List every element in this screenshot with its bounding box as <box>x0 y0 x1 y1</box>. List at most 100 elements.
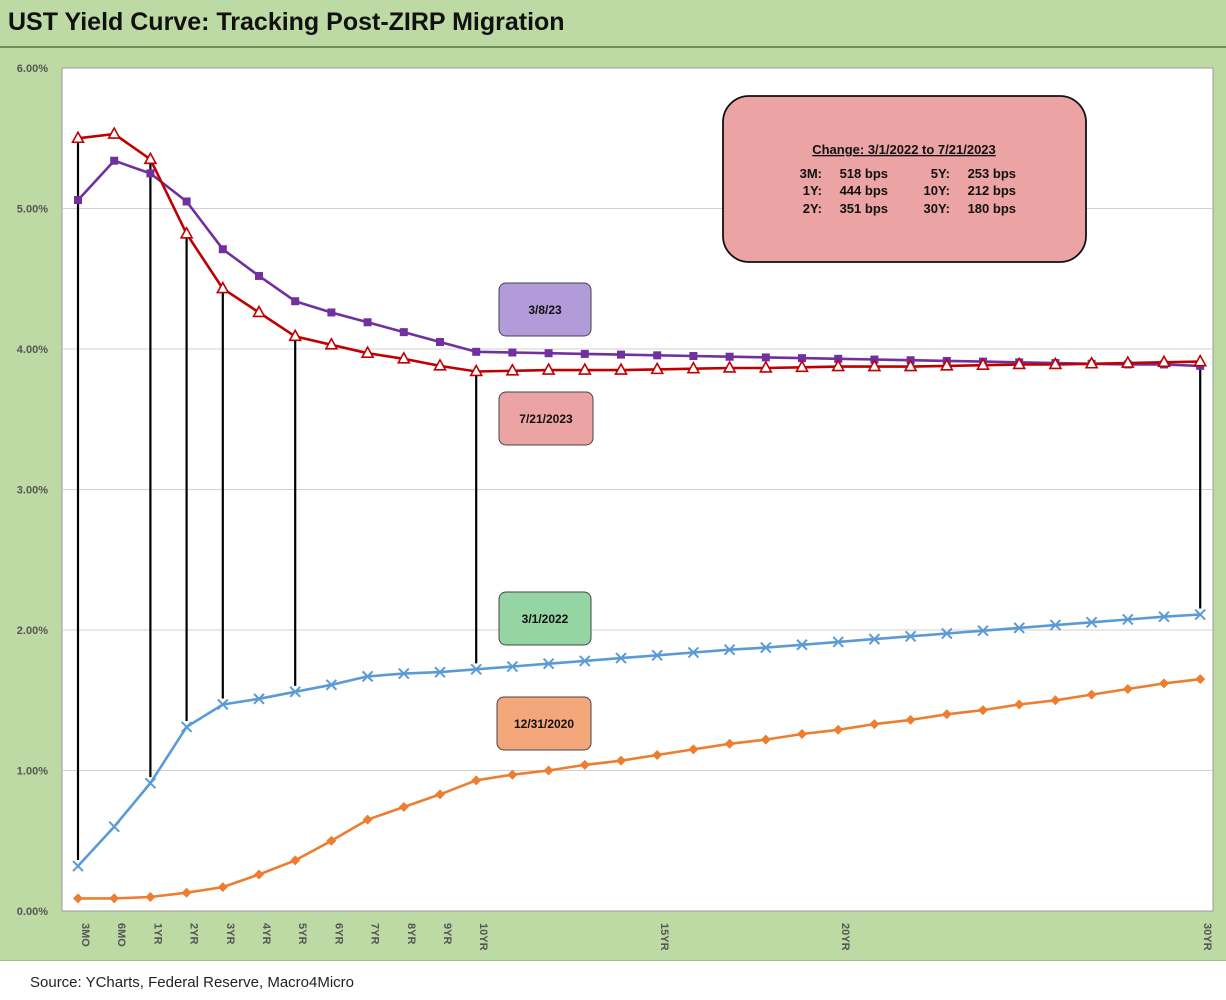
series-line <box>77 159 1201 368</box>
data-point <box>833 724 844 735</box>
data-point <box>505 363 520 376</box>
x-tick-label: 5YR <box>296 923 308 944</box>
source-note: Source: YCharts, Federal Reserve, Macro4… <box>30 974 355 991</box>
data-point <box>396 351 411 364</box>
data-point <box>1014 699 1025 710</box>
series-line <box>77 613 1201 867</box>
data-point <box>1084 356 1099 369</box>
change-row-label: 3M: <box>800 166 822 181</box>
data-point <box>1157 354 1171 368</box>
data-point <box>254 869 264 880</box>
data-point <box>435 789 445 800</box>
change-row-value: 518 bps <box>840 166 888 181</box>
data-point <box>507 769 518 780</box>
series-label-box: 7/21/2023 <box>498 391 594 446</box>
data-point <box>110 156 119 165</box>
series-label-background <box>496 696 592 751</box>
data-point <box>651 649 663 661</box>
data-point <box>144 777 157 789</box>
data-point <box>616 755 626 766</box>
data-point <box>146 169 155 178</box>
series-label-box: 3/8/23 <box>498 282 592 337</box>
drop-lines <box>76 142 1202 861</box>
data-point <box>796 639 808 651</box>
y-axis-ticks: 0.00% 1.00% 2.00% 3.00% 4.00% 5.00% 6.00% <box>17 63 48 918</box>
data-point <box>289 686 301 698</box>
change-row-value: 351 bps <box>840 201 888 216</box>
data-point <box>145 891 156 902</box>
y-tick-label: 3.00% <box>17 485 48 497</box>
x-tick-label: 6MO <box>115 923 127 947</box>
data-point <box>542 658 555 670</box>
data-point <box>1050 695 1061 706</box>
data-point <box>903 358 918 372</box>
y-tick-label: 2.00% <box>17 625 48 637</box>
data-point <box>181 887 192 898</box>
data-point <box>579 759 590 770</box>
data-point <box>976 357 990 370</box>
data-point <box>472 347 481 356</box>
x-tick-label: 10YR <box>477 923 489 951</box>
data-point <box>941 709 952 720</box>
data-point <box>327 308 336 317</box>
data-point <box>217 698 229 711</box>
data-point <box>180 721 193 733</box>
data-point <box>508 348 517 357</box>
data-point <box>1194 608 1206 621</box>
y-tick-label: 1.00% <box>17 766 48 778</box>
yield-curve-chart: 0.00% 1.00% 2.00% 3.00% 4.00% 5.00% 6.00% 3MO 6… <box>17 63 1214 951</box>
change-row-value: 253 bps <box>968 166 1016 181</box>
x-tick-label: 9YR <box>441 923 453 944</box>
data-point <box>255 271 263 280</box>
data-point <box>725 352 734 361</box>
data-point <box>1122 684 1133 695</box>
data-point <box>74 196 82 205</box>
data-point <box>1193 353 1208 367</box>
data-point <box>325 679 338 691</box>
data-point <box>73 893 83 904</box>
data-point <box>71 130 85 144</box>
data-point <box>218 245 227 254</box>
data-point <box>1159 678 1169 689</box>
data-point <box>217 882 228 893</box>
x-tick-label: 30YR <box>1201 923 1213 951</box>
data-point <box>1013 622 1025 634</box>
data-point <box>541 362 556 375</box>
y-tick-label: 4.00% <box>17 344 48 356</box>
data-point <box>182 197 191 206</box>
series-label-background <box>498 282 592 337</box>
change-box-heading: Change: 3/1/2022 to 7/21/2023 <box>812 142 996 157</box>
data-point <box>580 349 589 358</box>
data-point <box>834 354 843 363</box>
series-label-box: 12/31/2020 <box>496 696 592 751</box>
data-point <box>362 814 373 825</box>
y-tick-label: 6.00% <box>17 63 48 75</box>
data-point <box>253 693 265 705</box>
data-point <box>324 337 339 350</box>
series-label-text: 7/21/2023 <box>519 412 573 426</box>
x-tick-label: 8YR <box>405 923 417 944</box>
x-tick-label: 7YR <box>369 923 381 944</box>
series-label-box: 3/1/2022 <box>498 591 592 646</box>
data-point <box>867 358 882 372</box>
change-row-label: 10Y: <box>924 183 951 198</box>
footer-divider <box>0 960 1226 961</box>
data-point <box>252 304 266 318</box>
data-point <box>1085 616 1098 628</box>
data-point <box>686 361 701 374</box>
data-point <box>471 775 482 786</box>
data-point <box>1120 355 1135 368</box>
change-row-label: 1Y: <box>803 183 822 198</box>
data-point <box>650 361 665 375</box>
data-point <box>543 765 554 776</box>
chart-title: UST Yield Curve: Tracking Post-ZIRP Migr… <box>8 8 565 36</box>
data-point <box>868 633 881 645</box>
change-row-value: 444 bps <box>840 183 888 198</box>
data-point <box>109 893 120 904</box>
data-point <box>689 352 698 361</box>
change-row-value: 180 bps <box>968 201 1016 216</box>
data-point <box>798 354 806 363</box>
data-point <box>470 663 482 676</box>
data-point <box>326 835 337 846</box>
data-point <box>363 318 372 327</box>
